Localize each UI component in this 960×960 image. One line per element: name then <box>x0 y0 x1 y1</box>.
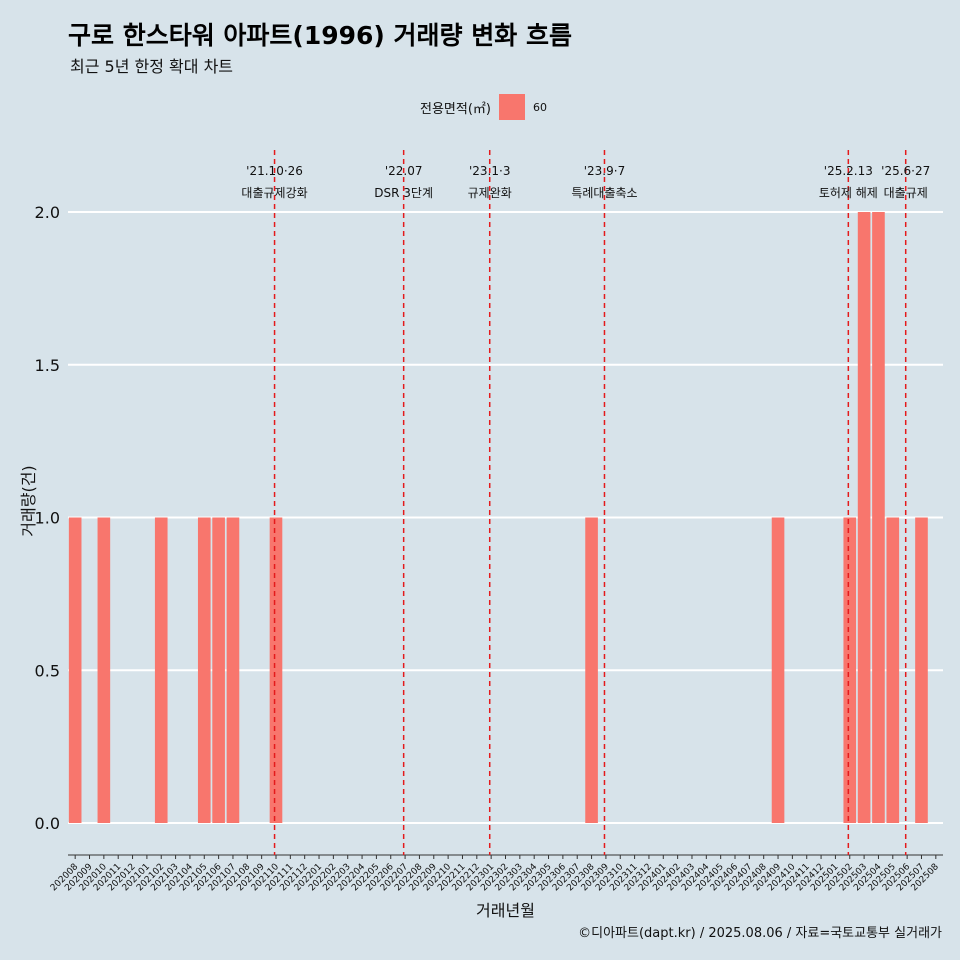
source-caption: ©디아파트(dapt.kr) / 2025.08.06 / 자료=국토교통부 실… <box>578 926 942 941</box>
bar <box>843 517 857 823</box>
y-tick-label: 2.0 <box>35 203 60 222</box>
chart-subtitle: 최근 5년 한정 확대 차트 <box>70 57 234 76</box>
chart-title: 구로 한스타워 아파트(1996) 거래량 변화 흐름 <box>68 21 572 50</box>
y-axis-title: 거래량(건) <box>19 465 38 536</box>
bar <box>154 517 168 823</box>
bar <box>197 517 211 823</box>
bar <box>585 517 598 823</box>
event-marker-date: '25.6·27 <box>881 164 930 178</box>
y-tick-label: 1.5 <box>35 356 60 375</box>
event-marker-date: '22.07 <box>385 164 423 178</box>
bar <box>771 517 785 823</box>
bar <box>97 517 111 823</box>
event-marker-label: 규제완화 <box>468 186 512 200</box>
bar <box>212 517 225 823</box>
bar <box>269 517 283 823</box>
event-marker-date: '21.10·26 <box>246 164 303 178</box>
bar <box>886 517 900 823</box>
event-marker-label: 특례대출축소 <box>571 186 637 200</box>
legend-label: 60 <box>532 100 547 114</box>
legend-swatch <box>498 94 525 120</box>
y-tick-label: 0.0 <box>35 814 60 833</box>
event-marker-date: '23.1·3 <box>469 164 510 178</box>
event-marker-date: '23.9·7 <box>584 164 625 178</box>
x-axis-title: 거래년월 <box>476 901 535 920</box>
legend: 전용면적(㎡) 60 <box>420 93 547 121</box>
event-marker-label: 대출규제 <box>884 186 928 200</box>
bar <box>857 212 871 823</box>
bar <box>68 517 82 823</box>
bar <box>915 517 928 823</box>
event-marker-date: '25.2.13 <box>824 164 873 178</box>
event-marker-label: DSR 3단계 <box>374 186 433 200</box>
y-tick-label: 0.5 <box>35 661 60 680</box>
y-tick-label: 1.0 <box>35 509 60 528</box>
event-marker-label: 대출규제강화 <box>241 186 307 200</box>
bar <box>872 212 885 823</box>
legend-title: 전용면적(㎡) <box>420 101 491 117</box>
bar <box>226 517 240 823</box>
event-marker-label: 토허제 해제 <box>819 186 878 200</box>
